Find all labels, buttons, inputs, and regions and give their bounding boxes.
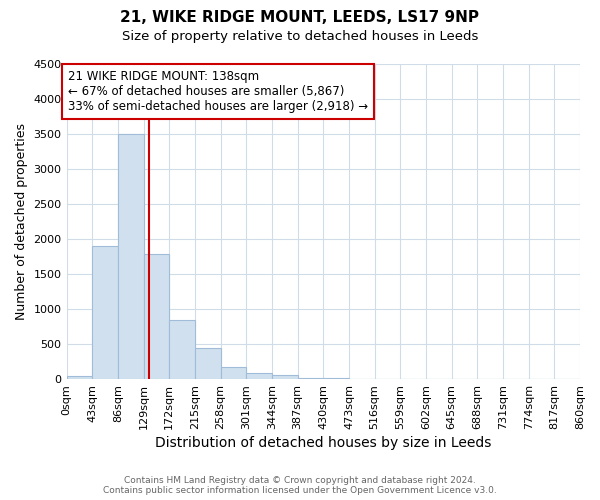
Bar bbox=[169, 320, 195, 379]
Text: Contains HM Land Registry data © Crown copyright and database right 2024.
Contai: Contains HM Land Registry data © Crown c… bbox=[103, 476, 497, 495]
Y-axis label: Number of detached properties: Number of detached properties bbox=[15, 123, 28, 320]
Bar bbox=[298, 378, 323, 379]
Text: Size of property relative to detached houses in Leeds: Size of property relative to detached ho… bbox=[122, 30, 478, 43]
Text: 21, WIKE RIDGE MOUNT, LEEDS, LS17 9NP: 21, WIKE RIDGE MOUNT, LEEDS, LS17 9NP bbox=[121, 10, 479, 25]
Bar bbox=[195, 348, 221, 379]
Text: 21 WIKE RIDGE MOUNT: 138sqm
← 67% of detached houses are smaller (5,867)
33% of : 21 WIKE RIDGE MOUNT: 138sqm ← 67% of det… bbox=[68, 70, 368, 112]
Bar bbox=[246, 373, 272, 379]
Bar bbox=[118, 134, 143, 379]
Bar bbox=[67, 376, 92, 379]
Bar bbox=[323, 378, 349, 379]
Bar bbox=[143, 254, 169, 379]
Bar bbox=[272, 375, 298, 379]
Bar bbox=[221, 367, 246, 379]
X-axis label: Distribution of detached houses by size in Leeds: Distribution of detached houses by size … bbox=[155, 436, 491, 450]
Bar bbox=[92, 246, 118, 379]
